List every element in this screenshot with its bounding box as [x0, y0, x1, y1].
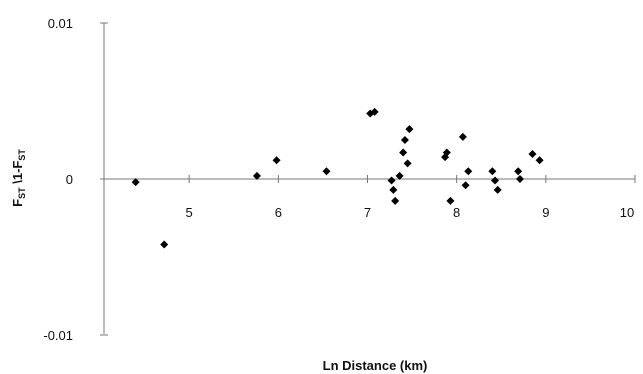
data-point: [464, 167, 473, 176]
data-point: [461, 181, 470, 190]
y-axis-title-middle: \1-F: [10, 161, 25, 188]
y-tick-label: -0.01: [43, 328, 73, 343]
data-point: [395, 171, 404, 180]
data-point: [535, 156, 544, 165]
x-tick-label: 7: [364, 205, 371, 220]
data-point: [493, 185, 502, 194]
y-tick-label: 0: [66, 172, 73, 187]
x-tick-label: 8: [453, 205, 460, 220]
data-point: [131, 178, 140, 187]
data-point: [272, 156, 281, 165]
data-point: [391, 196, 400, 205]
data-point: [515, 175, 524, 183]
y-axis-title-prefix-sub: ST: [17, 187, 27, 199]
x-tick-label: 6: [275, 205, 282, 220]
y-axis-title-suffix-sub: ST: [17, 149, 27, 161]
x-tick-label: 9: [542, 205, 549, 220]
y-axis-title-prefix: F: [10, 199, 25, 207]
y-tick-label: 0.01: [48, 16, 73, 31]
y-axis-title: FST \1-FST: [10, 149, 27, 207]
data-point: [403, 159, 412, 168]
data-point: [387, 176, 396, 185]
data-point: [446, 196, 455, 205]
data-point: [252, 171, 261, 180]
x-ticks: 5 6 7 8 9 10: [186, 175, 636, 220]
data-point: [399, 148, 408, 157]
x-tick-label: 5: [186, 205, 193, 220]
data-point: [528, 150, 537, 159]
data-points: [131, 107, 544, 249]
x-tick-label: 10: [620, 205, 634, 220]
data-point: [405, 125, 414, 134]
data-point: [514, 167, 523, 176]
x-axis-title: Ln Distance (km): [323, 358, 428, 373]
data-point: [491, 176, 500, 185]
y-ticks: 0.01 0 -0.01: [43, 16, 108, 343]
data-point: [389, 185, 398, 194]
data-point: [488, 167, 497, 176]
data-point: [400, 136, 409, 144]
data-point: [322, 167, 331, 176]
data-point: [370, 107, 379, 116]
data-point: [458, 132, 467, 141]
data-point: [442, 148, 451, 157]
data-point: [160, 240, 169, 249]
